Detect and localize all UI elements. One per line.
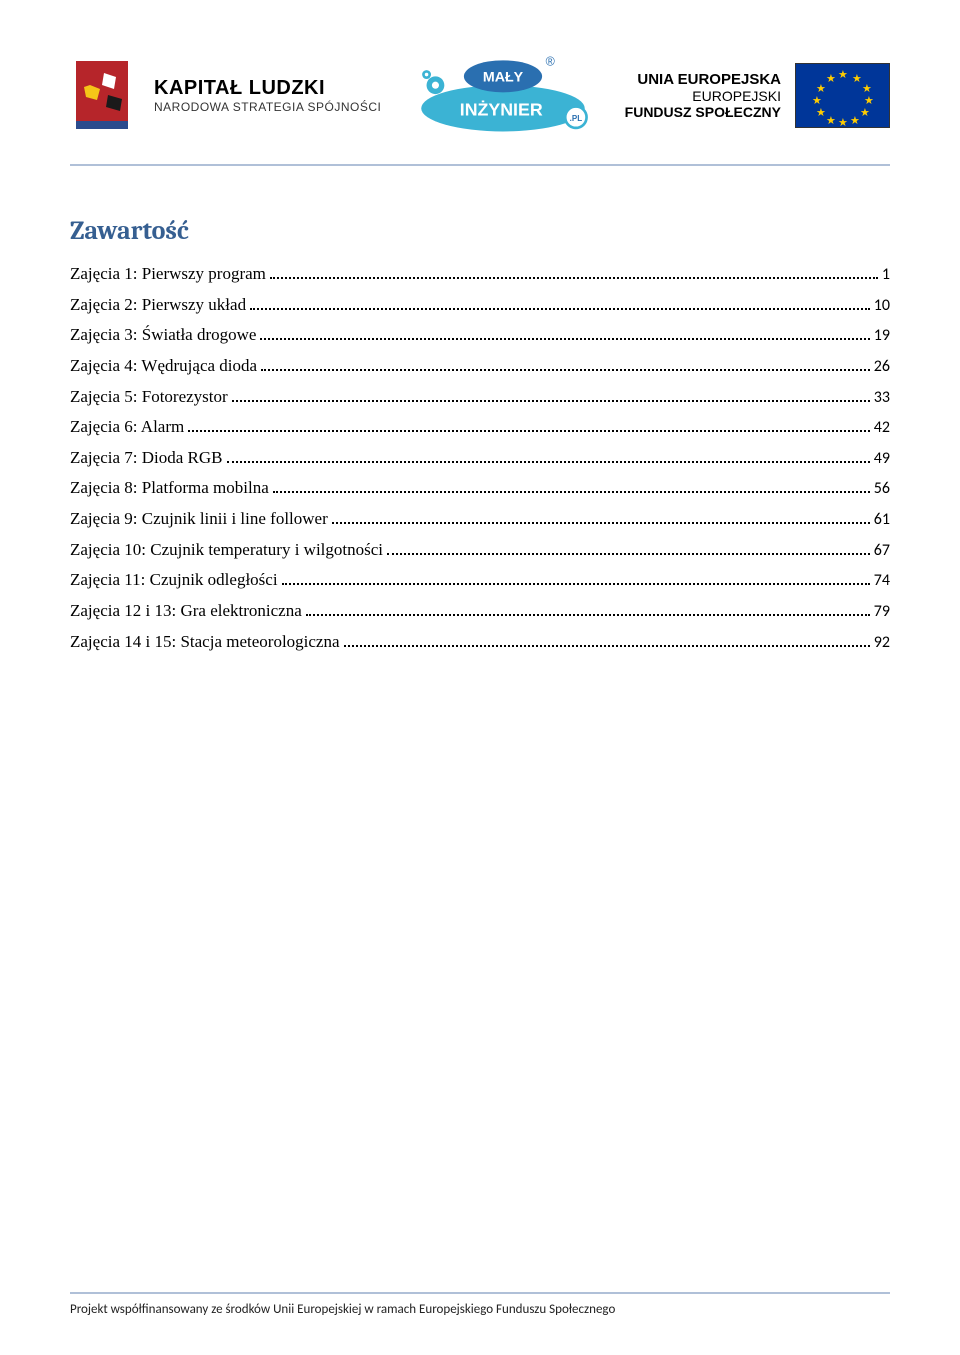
mi-badge: .PL [570,114,583,123]
toc-label: Zajęcia 12 i 13: Gra elektroniczna [70,599,302,624]
toc-entry: Zajęcia 10: Czujnik temperatury i wilgot… [70,538,890,563]
toc-label: Zajęcia 11: Czujnik odległości [70,568,278,593]
toc-page-number: 1 [882,263,890,286]
toc-entry: Zajęcia 12 i 13: Gra elektroniczna 79 [70,599,890,624]
toc-entry: Zajęcia 8: Platforma mobilna 56 [70,476,890,501]
toc-entry: Zajęcia 1: Pierwszy program 1 [70,262,890,287]
toc-leader-dots [260,325,869,340]
eu-line2: EUROPEJSKI [625,88,781,104]
toc-entry: Zajęcia 5: Fotorezystor 33 [70,385,890,410]
footer: Projekt współfinansowany ze środków Unii… [70,1292,890,1317]
maly-inzynier-logo: MAŁY INŻYNIER .PL ® [413,55,593,135]
toc-leader-dots [250,294,870,309]
logo-kapital-ludzki: KAPITAŁ LUDZKI NARODOWA STRATEGIA SPÓJNO… [70,55,381,135]
toc-page-number: 10 [874,294,890,317]
toc-label: Zajęcia 4: Wędrująca dioda [70,354,257,379]
toc-leader-dots [306,601,870,616]
eu-line1: UNIA EUROPEJSKA [625,71,781,88]
footer-text: Projekt współfinansowany ze środków Unii… [70,1302,890,1317]
footer-rule [70,1292,890,1294]
toc-page-number: 49 [874,447,890,470]
header-rule [70,164,890,166]
toc-entry: Zajęcia 3: Światła drogowe 19 [70,323,890,348]
toc-leader-dots [344,631,870,646]
eu-line3: FUNDUSZ SPOŁECZNY [625,104,781,120]
content: Zawartość Zajęcia 1: Pierwszy program 1Z… [70,216,890,654]
toc-label: Zajęcia 6: Alarm [70,415,184,440]
toc-page-number: 61 [874,508,890,531]
logo-eu: UNIA EUROPEJSKA EUROPEJSKI FUNDUSZ SPOŁE… [625,63,890,128]
toc-label: Zajęcia 1: Pierwszy program [70,262,266,287]
toc-label: Zajęcia 8: Platforma mobilna [70,476,269,501]
toc-page-number: 67 [874,539,890,562]
toc-page-number: 92 [874,631,890,654]
eu-flag-icon: ★ ★ ★ ★ ★ ★ ★ ★ ★ ★ ★ ★ [795,63,890,128]
toc-label: Zajęcia 2: Pierwszy układ [70,293,246,318]
mi-top-text: MAŁY [483,70,524,86]
toc-entry: Zajęcia 6: Alarm 42 [70,415,890,440]
toc-page-number: 79 [874,600,890,623]
toc-leader-dots [387,539,870,554]
toc-entry: Zajęcia 14 i 15: Stacja meteorologiczna … [70,630,890,655]
toc-page-number: 26 [874,355,890,378]
toc-leader-dots [232,386,870,401]
toc-entry: Zajęcia 2: Pierwszy układ 10 [70,293,890,318]
toc-leader-dots [282,570,870,585]
toc-label: Zajęcia 5: Fotorezystor [70,385,228,410]
kapital-subtitle: NARODOWA STRATEGIA SPÓJNOŚCI [154,100,381,114]
kapital-title: KAPITAŁ LUDZKI [154,77,381,100]
header: KAPITAŁ LUDZKI NARODOWA STRATEGIA SPÓJNO… [70,40,890,150]
toc-page-number: 19 [874,324,890,347]
kapital-ludzki-icon [70,55,140,135]
toc-leader-dots [273,478,870,493]
toc-leader-dots [227,448,870,463]
toc-page-number: 56 [874,477,890,500]
table-of-contents: Zajęcia 1: Pierwszy program 1 Zajęcia 2: … [70,262,890,654]
toc-entry: Zajęcia 4: Wędrująca dioda 26 [70,354,890,379]
toc-leader-dots [261,356,870,371]
toc-label: Zajęcia 10: Czujnik temperatury i wilgot… [70,538,383,563]
svg-text:®: ® [546,55,555,69]
toc-entry: Zajęcia 9: Czujnik linii i line follower… [70,507,890,532]
toc-leader-dots [332,509,870,524]
toc-entry: Zajęcia 11: Czujnik odległości 74 [70,568,890,593]
toc-leader-dots [188,417,870,432]
toc-entry: Zajęcia 7: Dioda RGB 49 [70,446,890,471]
kapital-ludzki-text: KAPITAŁ LUDZKI NARODOWA STRATEGIA SPÓJNO… [154,77,381,114]
toc-page-number: 33 [874,386,890,409]
toc-page-number: 74 [874,569,890,592]
toc-label: Zajęcia 7: Dioda RGB [70,446,223,471]
page-title: Zawartość [70,216,890,246]
toc-label: Zajęcia 3: Światła drogowe [70,323,256,348]
page: KAPITAŁ LUDZKI NARODOWA STRATEGIA SPÓJNO… [0,0,960,1355]
toc-label: Zajęcia 9: Czujnik linii i line follower [70,507,328,532]
toc-label: Zajęcia 14 i 15: Stacja meteorologiczna [70,630,340,655]
eu-text-block: UNIA EUROPEJSKA EUROPEJSKI FUNDUSZ SPOŁE… [625,71,781,120]
mi-bottom-text: INŻYNIER [460,99,543,119]
toc-leader-dots [270,264,878,279]
toc-page-number: 42 [874,416,890,439]
